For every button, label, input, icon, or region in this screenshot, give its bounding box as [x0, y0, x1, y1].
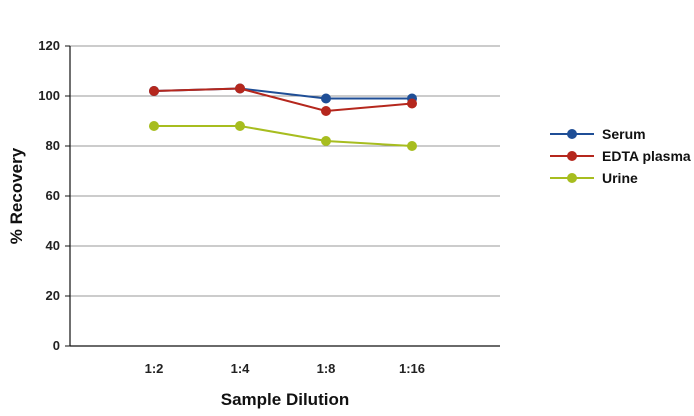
data-point — [321, 106, 331, 116]
y-tick-label: 20 — [46, 288, 60, 303]
legend-marker — [567, 129, 577, 139]
y-axis-title: % Recovery — [7, 147, 26, 244]
x-tick-labels: 1:2 1:4 1:8 1:16 — [145, 361, 425, 376]
y-tick-label: 40 — [46, 238, 60, 253]
axes — [69, 46, 500, 347]
legend-marker — [567, 173, 577, 183]
y-tick-labels: 0 20 40 60 80 100 120 — [38, 38, 60, 353]
data-point — [407, 141, 417, 151]
series-group — [149, 83, 417, 151]
legend-label: EDTA plasma — [602, 148, 691, 164]
data-point — [407, 98, 417, 109]
gridlines — [65, 45, 500, 347]
y-tick-label: 0 — [53, 338, 60, 353]
y-tick-label: 80 — [46, 138, 60, 153]
x-axis-title: Sample Dilution — [221, 390, 349, 409]
y-tick-label: 100 — [38, 88, 60, 103]
x-tick-label: 1:16 — [399, 361, 425, 376]
legend-label: Urine — [602, 170, 638, 186]
x-tick-label: 1:2 — [145, 361, 164, 376]
y-tick-label: 60 — [46, 188, 60, 203]
series-line — [153, 87, 413, 113]
y-tick-label: 120 — [38, 38, 60, 53]
series-line — [154, 125, 413, 147]
legend: Serum EDTA plasma Urine — [550, 126, 691, 186]
legend-label: Serum — [602, 126, 646, 142]
legend-marker — [567, 151, 577, 161]
x-tick-label: 1:4 — [231, 361, 251, 376]
data-point — [235, 83, 245, 94]
data-point — [149, 86, 159, 96]
data-point — [321, 136, 331, 146]
x-tick-label: 1:8 — [317, 361, 336, 376]
data-point — [149, 121, 159, 131]
data-point — [235, 121, 245, 131]
data-point — [321, 93, 331, 104]
